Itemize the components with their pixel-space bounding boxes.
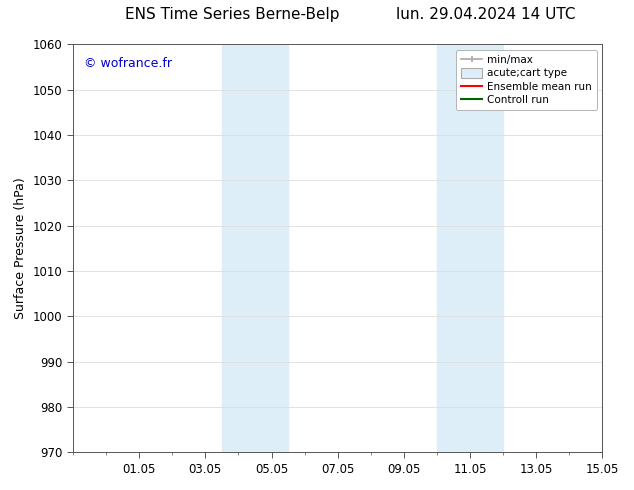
Text: lun. 29.04.2024 14 UTC: lun. 29.04.2024 14 UTC: [396, 7, 576, 23]
Text: ENS Time Series Berne-Belp: ENS Time Series Berne-Belp: [124, 7, 339, 23]
Y-axis label: Surface Pressure (hPa): Surface Pressure (hPa): [15, 177, 27, 319]
Bar: [222, 45, 255, 452]
Legend: min/max, acute;cart type, Ensemble mean run, Controll run: min/max, acute;cart type, Ensemble mean …: [456, 49, 597, 110]
Text: © wofrance.fr: © wofrance.fr: [84, 57, 172, 70]
Bar: [470, 45, 503, 452]
Bar: [437, 45, 470, 452]
Bar: [255, 45, 288, 452]
